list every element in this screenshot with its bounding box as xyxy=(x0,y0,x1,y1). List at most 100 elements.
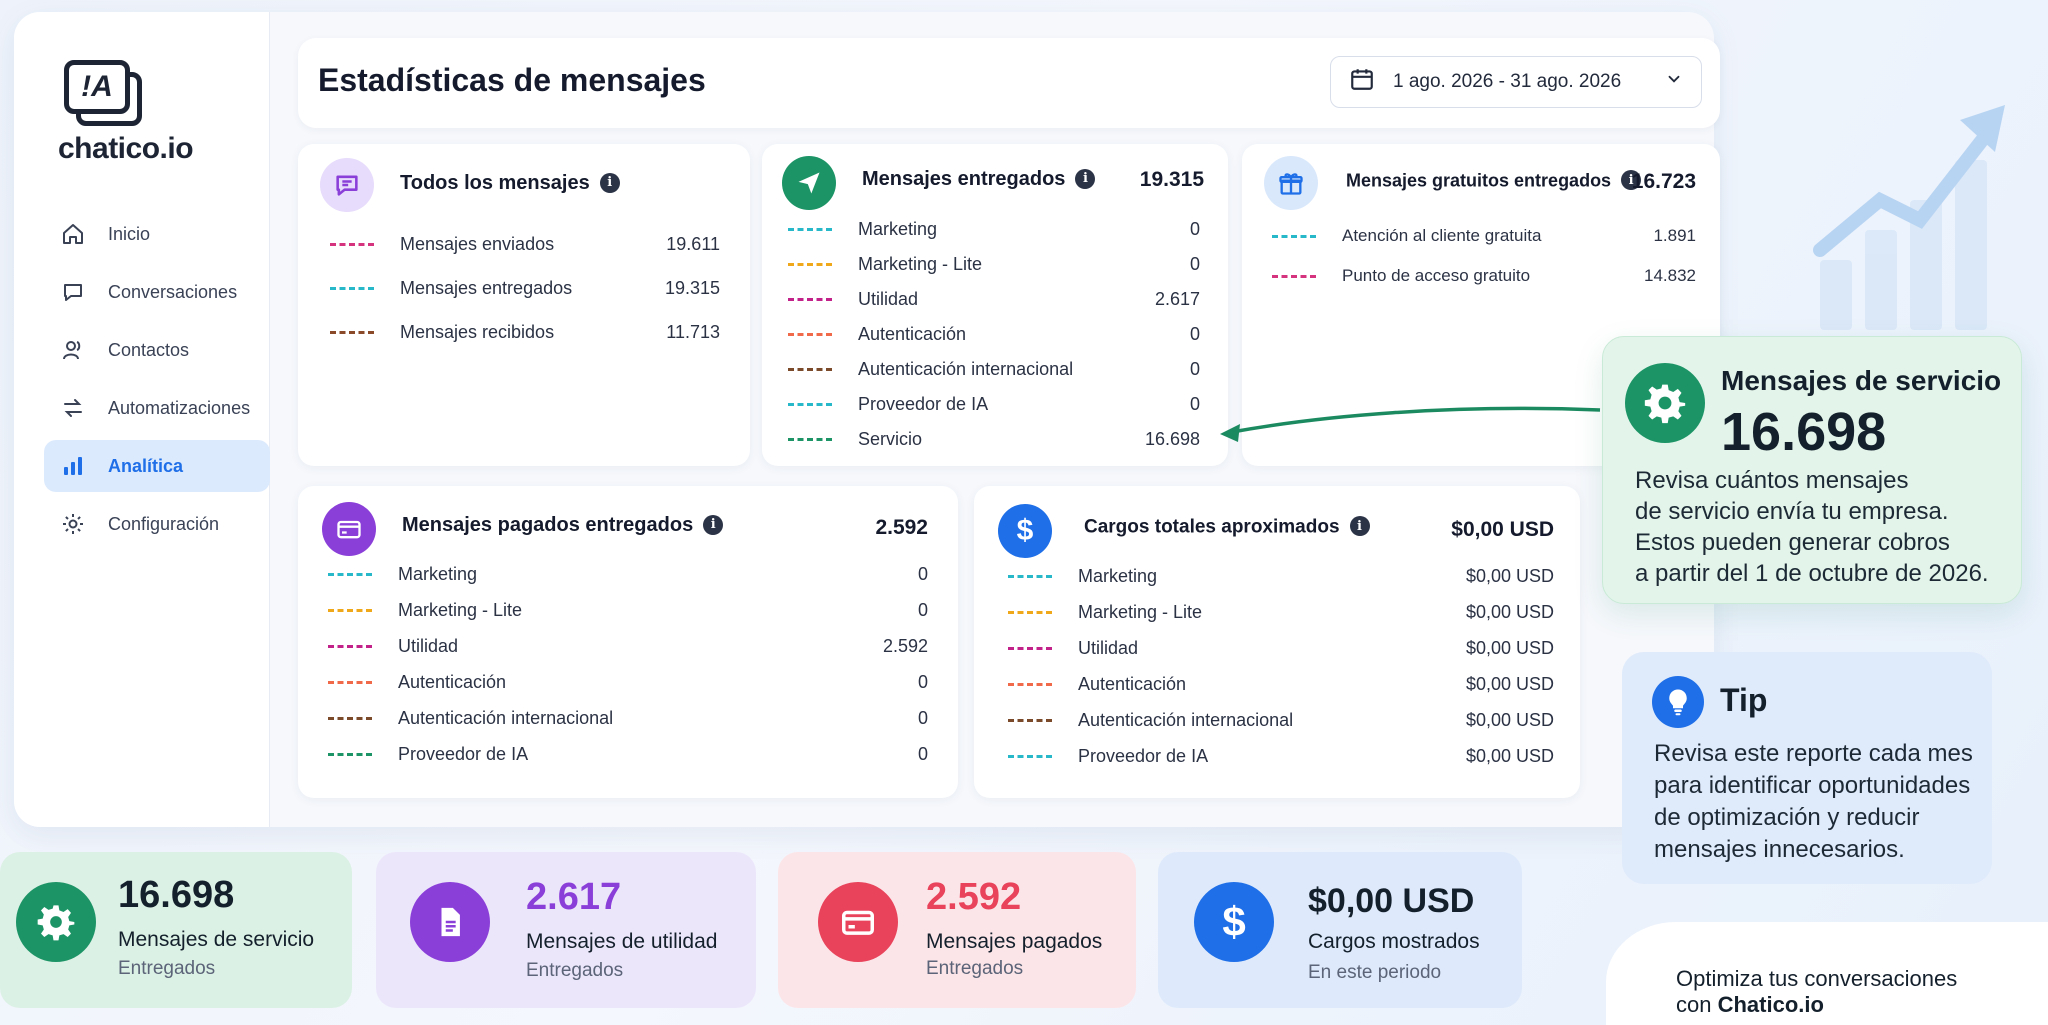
stat-value: 2.592 xyxy=(926,876,1022,918)
sidebar-item-inicio[interactable]: Inicio xyxy=(44,208,270,260)
card-title-text: Cargos totales aproximados xyxy=(1084,516,1340,538)
row-label: Servicio xyxy=(858,429,923,449)
row-value: 1.891 xyxy=(1653,226,1696,245)
row-value: 0 xyxy=(1189,394,1200,414)
logo-glyph: !A xyxy=(81,70,113,103)
gift-icon xyxy=(1264,156,1318,210)
stat-value: $0,00 USD xyxy=(1308,882,1475,920)
row-label: Mensajes entregados xyxy=(400,277,573,298)
row-label: Punto de acceso gratuito xyxy=(1342,266,1531,285)
row-label: Autenticación internacional xyxy=(1078,709,1294,730)
list-item: Mensajes enviados 19.611 xyxy=(330,222,720,266)
card-rows: Marketing 0 Marketing - Lite 0 Utilidad … xyxy=(788,212,1200,457)
stat-sub: Entregados xyxy=(118,958,216,979)
row-value: 0 xyxy=(917,599,928,620)
tip-text: Revisa este reporte cada mes para identi… xyxy=(1654,740,1973,863)
card-title: Mensajes entregados i xyxy=(862,168,1096,191)
list-item: Autenticación $0,00 USD xyxy=(1008,666,1554,702)
card-title-text: Mensajes gratuitos entregados xyxy=(1346,170,1612,191)
row-label: Marketing - Lite xyxy=(858,254,983,274)
list-item: Marketing - Lite 0 xyxy=(788,247,1200,282)
card-rows: Marketing 0 Marketing - Lite 0 Utilidad … xyxy=(328,556,928,772)
gear-icon xyxy=(1625,363,1705,443)
series-dash xyxy=(1008,610,1052,614)
series-dash xyxy=(788,263,832,266)
row-label: Proveedor de IA xyxy=(398,743,529,764)
row-value: 11.713 xyxy=(666,321,720,342)
card-title: Todos los mensajes i xyxy=(400,172,620,195)
sidebar-item-label: Configuración xyxy=(108,513,220,534)
tip-card: Tip Revisa este reporte cada mes para id… xyxy=(1622,652,1992,884)
row-value: $0,00 USD xyxy=(1465,673,1554,694)
list-item: Proveedor de IA 0 xyxy=(788,387,1200,422)
list-item: Autenticación 0 xyxy=(788,317,1200,352)
list-item: Marketing - Lite 0 xyxy=(328,592,928,628)
growth-chart-decoration xyxy=(1813,105,2005,330)
stat-utilidad: 2.617 Mensajes de utilidad Entregados xyxy=(376,852,756,1008)
row-label: Marketing - Lite xyxy=(1078,601,1203,622)
sidebar-item-label: Automatizaciones xyxy=(108,397,251,418)
sidebar-item-configuracion[interactable]: Configuración xyxy=(44,498,270,550)
row-value: 0 xyxy=(917,563,928,584)
row-label: Autenticación internacional xyxy=(398,707,614,728)
list-item: Mensajes recibidos 11.713 xyxy=(330,310,720,354)
sidebar-item-label: Inicio xyxy=(108,223,151,244)
info-icon[interactable]: i xyxy=(599,172,620,193)
card-title-text: Mensajes entregados xyxy=(862,168,1066,190)
row-label: Proveedor de IA xyxy=(858,394,989,414)
row-value: $0,00 USD xyxy=(1465,565,1554,586)
row-value: 0 xyxy=(917,707,928,728)
sidebar-item-contactos[interactable]: Contactos xyxy=(44,324,270,376)
info-icon[interactable]: i xyxy=(1621,170,1642,190)
row-value: 0 xyxy=(917,671,928,692)
callout-line: de servicio envía tu empresa. xyxy=(1635,498,1949,525)
row-label: Atención al cliente gratuita xyxy=(1342,226,1542,245)
stat-sub: Entregados xyxy=(526,960,624,981)
row-label: Marketing xyxy=(398,563,478,584)
series-dash xyxy=(328,644,372,648)
series-dash xyxy=(1008,718,1052,722)
row-label: Utilidad xyxy=(858,289,919,309)
contacts-icon xyxy=(60,337,86,363)
card-total: 19.315 xyxy=(1139,168,1204,191)
stat-servicio: 16.698 Mensajes de servicio Entregados xyxy=(0,852,352,1008)
series-dash xyxy=(788,438,832,441)
list-item: Autenticación internacional 0 xyxy=(328,700,928,736)
promo-banner[interactable]: Optimiza tus conversaciones con Chatico.… xyxy=(1606,922,2048,1025)
page-header: Estadísticas de mensajes 1 ago. 2026 - 3… xyxy=(298,38,1720,128)
series-dash xyxy=(1008,754,1052,758)
date-range-picker[interactable]: 1 ago. 2026 - 31 ago. 2026 xyxy=(1330,56,1702,108)
row-label: Mensajes enviados xyxy=(400,233,555,254)
sidebar-item-automatizaciones[interactable]: Automatizaciones xyxy=(44,382,270,434)
info-icon[interactable]: i xyxy=(703,514,724,535)
card-title-text: Mensajes pagados entregados xyxy=(402,514,694,536)
callout-line: Revisa cuántos mensajes xyxy=(1635,467,1909,494)
row-value: 0 xyxy=(1189,324,1200,344)
stat-label: Mensajes pagados xyxy=(926,930,1103,953)
card-rows: Atención al cliente gratuita 1.891 Punto… xyxy=(1272,216,1696,296)
series-dash xyxy=(1008,574,1052,578)
list-item: Autenticación internacional $0,00 USD xyxy=(1008,702,1554,738)
series-dash xyxy=(1272,274,1316,278)
logo[interactable]: !A chatico.io xyxy=(48,48,248,178)
stat-sub: Entregados xyxy=(926,958,1024,979)
list-item: Marketing 0 xyxy=(328,556,928,592)
logo-text: chatico.io xyxy=(58,132,194,165)
dollar-icon: $ xyxy=(1194,882,1274,962)
card-mensajes-entregados: Mensajes entregados i 19.315 Marketing 0 … xyxy=(762,144,1228,466)
list-item: Autenticación internacional 0 xyxy=(788,352,1200,387)
sidebar-item-analitica[interactable]: Analítica xyxy=(44,440,270,492)
row-value: 19.611 xyxy=(666,233,720,254)
sidebar-item-label: Analítica xyxy=(108,455,184,476)
card-todos-mensajes: Todos los mensajes i Mensajes enviados 19… xyxy=(298,144,750,466)
promo-prefix: con xyxy=(1676,992,1718,1017)
row-label: Marketing xyxy=(1078,565,1158,586)
info-icon[interactable]: i xyxy=(1075,168,1096,189)
row-label: Autenticación internacional xyxy=(858,359,1074,379)
series-dash xyxy=(330,242,374,246)
sidebar-item-conversaciones[interactable]: Conversaciones xyxy=(44,266,270,318)
info-icon[interactable]: i xyxy=(1349,516,1370,536)
list-item: Atención al cliente gratuita 1.891 xyxy=(1272,216,1696,256)
list-item: Punto de acceso gratuito 14.832 xyxy=(1272,256,1696,296)
dollar-icon: $ xyxy=(998,504,1052,558)
